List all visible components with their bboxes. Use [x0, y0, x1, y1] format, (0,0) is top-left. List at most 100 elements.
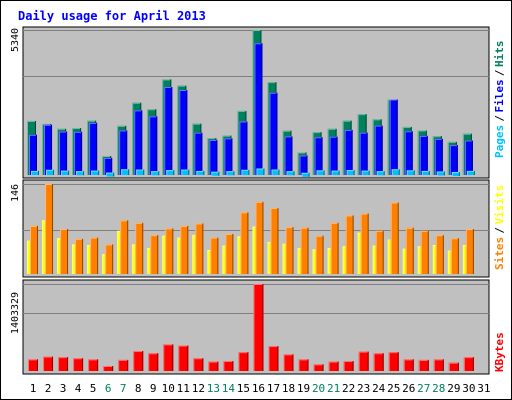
bar-pages-day-12 — [196, 170, 205, 175]
bar-kbytes-day-20 — [313, 364, 324, 371]
bar-sites-day-7 — [120, 220, 129, 274]
bar-kbytes-day-12 — [193, 358, 204, 371]
panel-middle-legend: Sites / Visits — [493, 185, 506, 270]
bar-files-day-21-body — [329, 136, 338, 175]
bar-files-day-4-body — [74, 131, 83, 175]
bar-files-day-14 — [224, 138, 233, 175]
bar-sites-day-25 — [390, 202, 399, 274]
bar-pages-day-30-body — [466, 170, 475, 175]
bar-sites-day-12-body — [195, 223, 204, 274]
bar-files-day-22 — [344, 129, 353, 175]
bar-pages-day-29-body — [451, 172, 460, 177]
bar-kbytes-day-16 — [253, 284, 264, 371]
bar-pages-day-2 — [46, 169, 55, 175]
bar-sites-day-22-body — [345, 215, 354, 274]
panel-middle: 146 Sites / Visits — [10, 179, 506, 278]
legend-separator-2: / — [493, 69, 506, 76]
bar-kbytes-day-24-body — [373, 353, 384, 371]
x-tick-label-day-16: 16 — [252, 382, 265, 395]
bar-kbytes-day-5 — [88, 359, 99, 371]
bar-files-day-3 — [59, 131, 68, 175]
bar-files-day-16 — [254, 43, 263, 176]
bar-kbytes-day-20-body — [313, 364, 324, 371]
bar-sites-day-5-body — [90, 237, 99, 274]
bar-kbytes-day-21 — [328, 361, 339, 371]
x-tick-label-day-13: 13 — [207, 382, 220, 395]
x-tick-label-day-22: 22 — [342, 382, 355, 395]
bar-sites-day-27 — [420, 230, 429, 274]
bar-kbytes-day-3-body — [58, 357, 69, 371]
x-tick-label-day-27: 27 — [417, 382, 430, 395]
legend-separator-1: / — [493, 227, 506, 234]
bar-pages-day-27 — [421, 170, 430, 175]
bar-pages-day-7-body — [121, 169, 130, 175]
legend-kbytes: KBytes — [493, 332, 506, 372]
bar-sites-day-11-body — [180, 225, 189, 274]
bar-kbytes-day-6 — [103, 366, 114, 371]
bar-pages-day-20 — [316, 170, 325, 175]
bar-pages-day-22-body — [346, 170, 355, 175]
x-tick-label-day-28: 28 — [432, 382, 445, 395]
bar-files-day-16-body — [254, 43, 263, 176]
bar-kbytes-day-29-body — [448, 362, 459, 371]
bar-files-day-23-body — [359, 132, 368, 175]
bar-sites-day-18 — [285, 227, 294, 274]
bar-files-day-27 — [419, 135, 428, 175]
bar-files-day-18 — [284, 136, 293, 175]
bar-kbytes-day-1 — [28, 359, 38, 371]
bar-kbytes-day-27-body — [418, 359, 429, 371]
bar-kbytes-day-25-body — [388, 352, 399, 371]
bar-pages-day-10 — [166, 170, 175, 175]
legend-sites: Sites — [493, 237, 506, 270]
bar-pages-day-5-body — [91, 170, 100, 175]
legend-hits: Hits — [493, 41, 506, 68]
bar-pages-day-16-body — [256, 168, 265, 175]
bar-pages-day-24-body — [376, 171, 385, 176]
bar-sites-day-16-body — [255, 201, 264, 274]
bar-files-day-30 — [464, 140, 473, 175]
bar-files-day-9 — [149, 116, 158, 175]
bar-pages-day-4-body — [76, 171, 85, 176]
bar-sites-day-18-body — [285, 227, 294, 274]
bar-sites-day-9-body — [150, 235, 159, 274]
bar-files-day-19-body — [299, 155, 308, 175]
bar-pages-day-29 — [451, 172, 460, 177]
bar-pages-day-11 — [181, 169, 190, 175]
bar-sites-day-29-body — [450, 238, 459, 274]
bar-pages-day-2-body — [46, 169, 55, 175]
bar-sites-day-27-body — [420, 230, 429, 274]
panel-top-y-tick-label: 5340 — [10, 28, 21, 52]
bar-kbytes-day-15 — [238, 352, 249, 371]
bar-pages-day-24 — [376, 171, 385, 176]
bar-pages-day-21-body — [331, 170, 340, 175]
bar-pages-day-19 — [301, 172, 310, 177]
bar-kbytes-day-1-body — [28, 359, 38, 371]
bar-kbytes-day-28-body — [433, 359, 444, 371]
x-tick-label-day-10: 10 — [162, 382, 175, 395]
bar-pages-day-13-body — [211, 171, 220, 176]
chart-title: Daily usage for April 2013 — [18, 9, 206, 23]
bar-sites-day-8 — [135, 222, 144, 274]
bar-kbytes-day-4 — [73, 358, 84, 371]
bar-sites-day-13 — [210, 237, 219, 274]
x-tick-label-day-6: 6 — [105, 382, 112, 395]
x-tick-label-day-9: 9 — [150, 382, 157, 395]
bar-kbytes-day-7-body — [118, 359, 129, 371]
bar-sites-day-3 — [60, 229, 69, 274]
bar-sites-day-10-body — [165, 228, 174, 274]
panel-middle-y-tick-label: 146 — [10, 184, 21, 202]
bar-files-day-30-body — [464, 140, 473, 175]
legend-separator-1: / — [493, 115, 506, 122]
x-tick-label-day-11: 11 — [177, 382, 190, 395]
bar-sites-day-24 — [375, 230, 384, 274]
bar-kbytes-day-4-body — [73, 358, 84, 371]
bar-pages-day-10-body — [166, 170, 175, 175]
bar-sites-day-14-body — [225, 233, 234, 274]
panel-bottom-y-tick-label: 1403329 — [10, 292, 21, 334]
bar-kbytes-day-10 — [163, 344, 174, 371]
legend-files: Files — [493, 79, 506, 112]
panel-bottom-legend: KBytes — [493, 332, 506, 372]
bar-kbytes-day-30 — [463, 357, 474, 371]
bar-files-day-25 — [389, 99, 398, 175]
